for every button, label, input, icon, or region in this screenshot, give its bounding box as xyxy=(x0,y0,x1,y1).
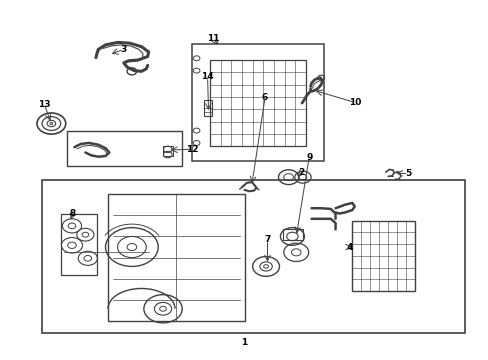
Bar xyxy=(191,44,323,161)
Text: 4: 4 xyxy=(346,243,352,252)
Bar xyxy=(351,221,414,291)
Text: 7: 7 xyxy=(264,235,270,244)
Bar xyxy=(67,131,182,166)
Text: 11: 11 xyxy=(207,34,219,43)
Bar xyxy=(108,194,244,321)
Text: 14: 14 xyxy=(201,72,213,81)
Text: 1: 1 xyxy=(241,338,247,347)
Text: 9: 9 xyxy=(305,153,312,162)
Bar xyxy=(163,146,172,156)
Bar xyxy=(42,180,464,333)
Text: 6: 6 xyxy=(262,93,268,102)
Text: 3: 3 xyxy=(121,45,126,54)
Bar xyxy=(209,60,305,146)
Text: 13: 13 xyxy=(38,100,50,109)
Bar xyxy=(203,100,212,117)
Text: 2: 2 xyxy=(297,168,304,177)
Text: 5: 5 xyxy=(405,169,411,178)
Bar xyxy=(282,229,303,240)
Text: 8: 8 xyxy=(70,209,76,218)
Bar xyxy=(61,213,97,275)
Text: 10: 10 xyxy=(348,98,360,107)
Text: 12: 12 xyxy=(185,145,198,154)
